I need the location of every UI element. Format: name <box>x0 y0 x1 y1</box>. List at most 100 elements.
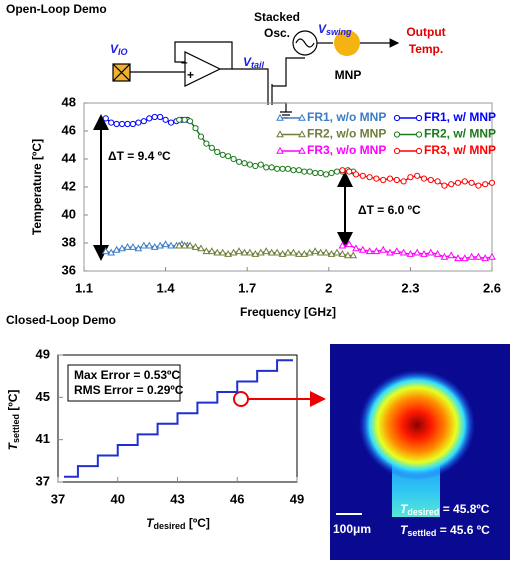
x-axis-label: Tdesired [ºC] <box>146 516 210 531</box>
y-tick-label: 42 <box>62 178 76 193</box>
section-title: Open-Loop Demo <box>6 2 107 16</box>
data-point <box>236 159 241 164</box>
figure: Open-Loop Demo – + VIO Vtail Vswing Stac… <box>0 0 514 566</box>
data-point <box>387 176 392 181</box>
x-tick-label: 40 <box>111 491 125 506</box>
mnp-label: MNP <box>335 68 362 82</box>
data-point <box>334 169 339 174</box>
data-point <box>313 170 318 175</box>
v-swing-label: Vswing <box>318 22 352 37</box>
section-title: Closed-Loop Demo <box>6 313 116 327</box>
data-point <box>291 168 296 173</box>
data-point <box>253 163 258 168</box>
data-point <box>489 180 494 185</box>
data-point <box>109 120 114 125</box>
data-point <box>353 172 358 177</box>
legend-marker <box>394 148 399 153</box>
data-point <box>264 165 269 170</box>
annotation: Max Error = 0.53ºC <box>74 368 180 382</box>
data-point <box>334 250 340 255</box>
data-point <box>408 175 413 180</box>
data-point <box>329 170 334 175</box>
output-label: Temp. <box>409 42 443 56</box>
legend-marker <box>416 148 421 153</box>
x-tick-label: 2.3 <box>401 280 419 295</box>
legend-label: FR2, w/ MNP <box>424 127 496 141</box>
v-io-label: VIO <box>110 42 128 57</box>
data-point <box>374 176 379 181</box>
data-point <box>198 134 203 139</box>
annotation: ΔT = 6.0 ºC <box>358 203 421 217</box>
data-point <box>141 119 146 124</box>
data-point <box>469 180 474 185</box>
data-point <box>258 162 263 167</box>
x-axis-label: Frequency [GHz] <box>240 305 336 319</box>
data-point <box>455 180 460 185</box>
data-point <box>312 248 318 253</box>
data-point <box>103 248 109 253</box>
data-point <box>114 121 119 126</box>
data-point <box>483 182 488 187</box>
data-point <box>125 121 130 126</box>
legend-label: FR2, w/o MNP <box>307 127 386 141</box>
data-point <box>394 177 399 182</box>
data-point <box>421 176 426 181</box>
legend-marker <box>416 115 421 120</box>
opamp-minus: – <box>181 55 188 69</box>
y-tick-label: 44 <box>62 150 77 165</box>
data-point <box>226 154 231 159</box>
data-point <box>296 168 301 173</box>
data-point <box>209 145 214 150</box>
legend-label: FR3, w/o MNP <box>307 143 386 157</box>
data-point <box>280 166 285 171</box>
data-point <box>360 173 365 178</box>
osc-label: Osc. <box>264 26 290 40</box>
data-point <box>247 162 252 167</box>
legend-marker <box>416 132 421 137</box>
data-point <box>275 166 280 171</box>
y-tick-label: 41 <box>36 431 50 446</box>
y-tick-label: 36 <box>62 262 76 277</box>
data-point <box>182 117 187 122</box>
annotation: RMS Error = 0.29ºC <box>74 383 184 397</box>
data-point <box>158 114 163 119</box>
x-tick-label: 43 <box>170 491 184 506</box>
x-tick-label: 2.6 <box>483 280 501 295</box>
data-point <box>163 241 169 246</box>
data-point <box>177 117 182 122</box>
data-point <box>340 168 345 173</box>
legend-label: FR3, w/ MNP <box>424 143 496 157</box>
data-point <box>231 156 236 161</box>
data-point <box>381 177 386 182</box>
data-point <box>307 169 312 174</box>
data-point <box>302 169 307 174</box>
annotation: ΔT = 9.4 ºC <box>108 149 171 163</box>
data-point <box>269 165 274 170</box>
x-tick-label: 1.1 <box>75 280 93 295</box>
x-tick-label: 46 <box>230 491 244 506</box>
data-point <box>236 248 242 253</box>
x-tick-label: 2 <box>325 280 332 295</box>
data-point <box>193 126 198 131</box>
data-point <box>394 248 400 253</box>
data-point <box>448 252 454 257</box>
highlight-circle <box>234 392 248 406</box>
y-tick-label: 40 <box>62 206 76 221</box>
x-tick-label: 37 <box>51 491 65 506</box>
y-axis-label: Temperature [ºC] <box>30 139 44 235</box>
data-point <box>380 247 386 252</box>
data-point <box>318 170 323 175</box>
page: Open-Loop Demo – + VIO Vtail Vswing Stac… <box>0 0 514 566</box>
y-tick-label: 49 <box>36 346 50 361</box>
data-point <box>168 120 173 125</box>
data-point <box>263 248 269 253</box>
data-point <box>367 175 372 180</box>
data-point <box>103 116 108 121</box>
data-point <box>462 179 467 184</box>
y-tick-label: 48 <box>62 94 76 109</box>
data-point <box>428 250 434 255</box>
data-point <box>285 166 290 171</box>
x-tick-label: 1.7 <box>238 280 256 295</box>
y-axis-label: Tsettled [ºC] <box>6 390 21 451</box>
opamp-plus: + <box>187 68 194 82</box>
